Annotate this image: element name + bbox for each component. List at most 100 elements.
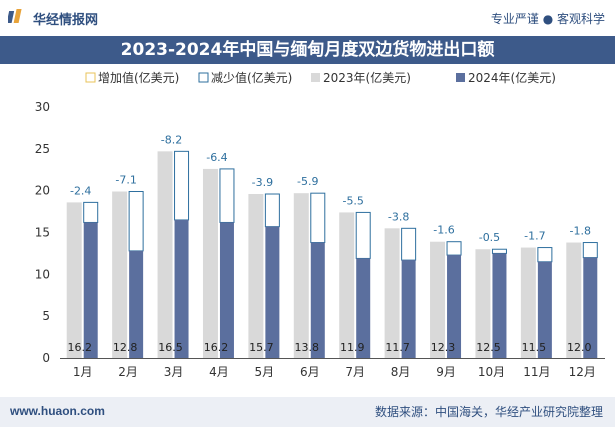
bar-2023 bbox=[248, 194, 264, 358]
decrease-marker bbox=[446, 241, 462, 256]
legend-swatch-increase bbox=[85, 72, 96, 83]
y-tick-label: 5 bbox=[42, 309, 50, 323]
value-label-2024: 16.2 bbox=[204, 341, 229, 354]
decrease-marker bbox=[310, 192, 326, 244]
site-name: 华经情报网 bbox=[33, 13, 99, 28]
change-label: -8.2 bbox=[161, 133, 182, 146]
change-label: -1.6 bbox=[433, 224, 454, 237]
decrease-marker bbox=[491, 248, 507, 254]
value-label-2024: 12.3 bbox=[431, 341, 456, 354]
x-axis: 1月 2月 3月 4月 5月 6月 7月 8月 9月 10月 11月 12月 bbox=[60, 358, 605, 379]
slogan: 专业严谨 ● 客观科学 bbox=[490, 12, 605, 26]
value-label-2024: 12.5 bbox=[476, 341, 501, 354]
x-tick-label: 6月 bbox=[300, 365, 320, 379]
top-bar: 华经情报网 专业严谨 ● 客观科学 bbox=[0, 0, 615, 36]
value-label-2024: 16.2 bbox=[67, 341, 92, 354]
bar-2024 bbox=[583, 257, 598, 358]
x-tick-label: 3月 bbox=[164, 365, 184, 379]
bar-2024 bbox=[83, 222, 98, 358]
x-tick-label: 10月 bbox=[478, 365, 505, 379]
bottom-bar: www.huaon.com 数据来源：中国海关，华经产业研究院整理 bbox=[0, 397, 615, 427]
bar-2023 bbox=[112, 191, 128, 358]
data-source: 数据来源：中国海关，华经产业研究院整理 bbox=[374, 405, 603, 419]
change-label: -6.4 bbox=[206, 151, 227, 164]
value-label-2024: 16.5 bbox=[158, 341, 183, 354]
legend-label: 增加值(亿美元) bbox=[98, 70, 179, 85]
x-tick-label: 9月 bbox=[436, 365, 456, 379]
decrease-marker bbox=[219, 168, 235, 223]
value-label-2024: 11.9 bbox=[340, 341, 365, 354]
decrease-marker bbox=[83, 201, 99, 223]
value-label-2024: 15.7 bbox=[249, 341, 274, 354]
legend-swatch-decrease bbox=[198, 72, 209, 83]
y-tick-label: 0 bbox=[42, 351, 50, 365]
legend-label: 减少值(亿美元) bbox=[211, 70, 292, 85]
bar-2024 bbox=[265, 226, 280, 358]
decrease-marker bbox=[537, 247, 553, 263]
y-tick-label: 15 bbox=[35, 226, 50, 240]
bars: -2.4 16.2 -7.1 12.8 -8.2 16.5 -6.4 16.2 -3.9 15.7… bbox=[66, 133, 598, 358]
legend-label: 2024年(亿美元) bbox=[468, 70, 556, 85]
legend-swatch-2023 bbox=[311, 73, 320, 82]
decrease-marker bbox=[174, 150, 190, 221]
legend-swatch-2024 bbox=[456, 73, 465, 82]
bar-2023 bbox=[430, 241, 446, 358]
chart-title: 2023-2024年中国与缅甸月度双边货物进出口额 bbox=[120, 40, 495, 60]
chart: 增加值(亿美元) 减少值(亿美元) 2023年(亿美元) 2024年(亿美元) 0 5 1… bbox=[35, 70, 605, 379]
change-label: -5.5 bbox=[342, 194, 363, 207]
bar-2024 bbox=[537, 261, 552, 358]
x-tick-label: 2月 bbox=[118, 365, 138, 379]
change-label: -3.9 bbox=[252, 176, 273, 189]
change-label: -3.8 bbox=[388, 210, 409, 223]
x-tick-label: 7月 bbox=[345, 365, 365, 379]
y-axis: 0 5 10 15 20 25 30 bbox=[35, 100, 50, 365]
x-tick-label: 4月 bbox=[209, 365, 229, 379]
y-tick-label: 25 bbox=[35, 142, 50, 156]
bar-2024 bbox=[356, 258, 371, 358]
legend-label: 2023年(亿美元) bbox=[323, 70, 411, 85]
bar-2024 bbox=[310, 242, 325, 358]
bar-2024 bbox=[219, 222, 234, 358]
bar-2024 bbox=[447, 255, 462, 358]
x-tick-label: 11月 bbox=[523, 365, 550, 379]
value-label-2024: 12.8 bbox=[113, 341, 138, 354]
change-label: -0.5 bbox=[479, 231, 500, 244]
bar-2023 bbox=[475, 249, 491, 358]
bar-2023 bbox=[520, 247, 536, 358]
value-label-2024: 11.7 bbox=[385, 341, 410, 354]
bar-2023 bbox=[66, 202, 82, 358]
bar-2024 bbox=[129, 250, 144, 358]
bar-2023 bbox=[293, 193, 309, 358]
y-tick-label: 20 bbox=[35, 184, 50, 198]
y-tick-label: 10 bbox=[35, 267, 50, 281]
bar-2023 bbox=[566, 242, 582, 358]
bar-2024 bbox=[401, 260, 416, 358]
change-label: -1.8 bbox=[570, 225, 591, 238]
change-label: -1.7 bbox=[524, 230, 545, 243]
change-label: -5.9 bbox=[297, 175, 318, 188]
x-tick-label: 5月 bbox=[255, 365, 275, 379]
bar-2023 bbox=[384, 228, 400, 358]
value-label-2024: 12.0 bbox=[567, 341, 592, 354]
change-label: -7.1 bbox=[115, 174, 136, 187]
x-tick-label: 12月 bbox=[569, 365, 596, 379]
x-tick-label: 1月 bbox=[73, 365, 93, 379]
bar-2023 bbox=[339, 212, 355, 358]
bar-2024 bbox=[174, 219, 189, 358]
decrease-marker bbox=[264, 193, 280, 228]
y-tick-label: 30 bbox=[35, 100, 50, 114]
bar-2023 bbox=[157, 151, 173, 358]
change-label: -2.4 bbox=[70, 184, 91, 197]
legend: 增加值(亿美元) 减少值(亿美元) 2023年(亿美元) 2024年(亿美元) bbox=[85, 70, 556, 85]
decrease-marker bbox=[401, 227, 417, 261]
decrease-marker bbox=[355, 211, 371, 259]
bar-2024 bbox=[492, 253, 507, 358]
decrease-marker bbox=[128, 191, 144, 252]
bar-2023 bbox=[202, 168, 218, 358]
title-bar: 2023-2024年中国与缅甸月度双边货物进出口额 bbox=[0, 36, 615, 64]
decrease-marker bbox=[582, 242, 598, 259]
site-url: www.huaon.com bbox=[10, 404, 105, 418]
x-tick-label: 8月 bbox=[391, 365, 411, 379]
value-label-2024: 11.5 bbox=[522, 341, 547, 354]
value-label-2024: 13.8 bbox=[295, 341, 320, 354]
